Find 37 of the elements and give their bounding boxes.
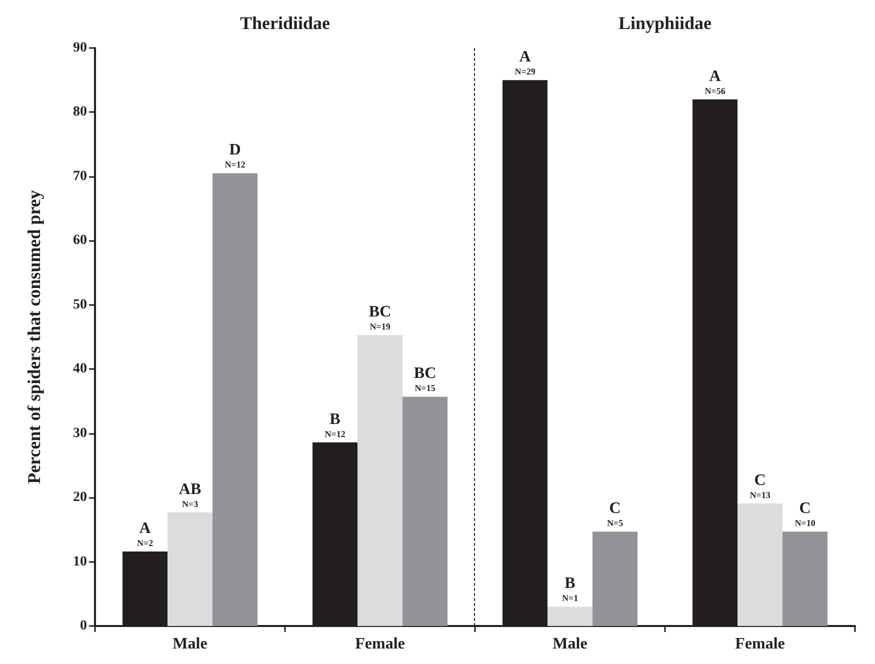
annotation: C N=10 — [794, 500, 816, 528]
y-tick-label: 80 — [73, 104, 87, 120]
x-tick-label: Female — [355, 636, 405, 652]
annotation: B N=12 — [324, 410, 346, 439]
bar — [738, 503, 782, 626]
y-tick-label: 20 — [73, 490, 87, 506]
y-axis-title: Percent of spiders that consumed prey — [24, 190, 44, 484]
bar — [168, 512, 212, 626]
annotation: BC N=15 — [414, 365, 436, 394]
bar — [358, 335, 402, 626]
bar — [548, 606, 592, 626]
text: Theridiidae — [240, 13, 330, 33]
y-tick-label: 90 — [73, 40, 87, 56]
y-tick-label: 50 — [73, 297, 87, 312]
y-tick-label: 10 — [73, 554, 87, 570]
bar — [782, 532, 828, 626]
y-tick-label: 0 — [80, 618, 87, 634]
annotation: AB N=3 — [178, 480, 202, 509]
x-tick-label: Male — [172, 636, 208, 652]
annotation: C N=13 — [750, 472, 771, 500]
annotation: D N=12 — [224, 142, 246, 170]
annotation: A N=29 — [514, 48, 536, 77]
bar — [592, 532, 638, 626]
annotation: BC N=19 — [368, 304, 392, 332]
annotation: C N=5 — [606, 500, 624, 528]
y-tick-label: 40 — [73, 362, 87, 377]
y-tick-label: 60 — [73, 233, 87, 248]
bar — [402, 396, 448, 626]
annotation: A N=56 — [704, 68, 726, 96]
bar — [212, 173, 258, 626]
text: Linyphiidae — [618, 13, 712, 33]
annotation: A N=2 — [136, 520, 154, 548]
x-tick-label: Female — [735, 636, 785, 652]
y-tick-label: 70 — [73, 168, 87, 184]
y-tick-label: 30 — [73, 426, 87, 441]
x-tick-label: Male — [552, 636, 588, 652]
annotation: B N=1 — [562, 575, 579, 604]
